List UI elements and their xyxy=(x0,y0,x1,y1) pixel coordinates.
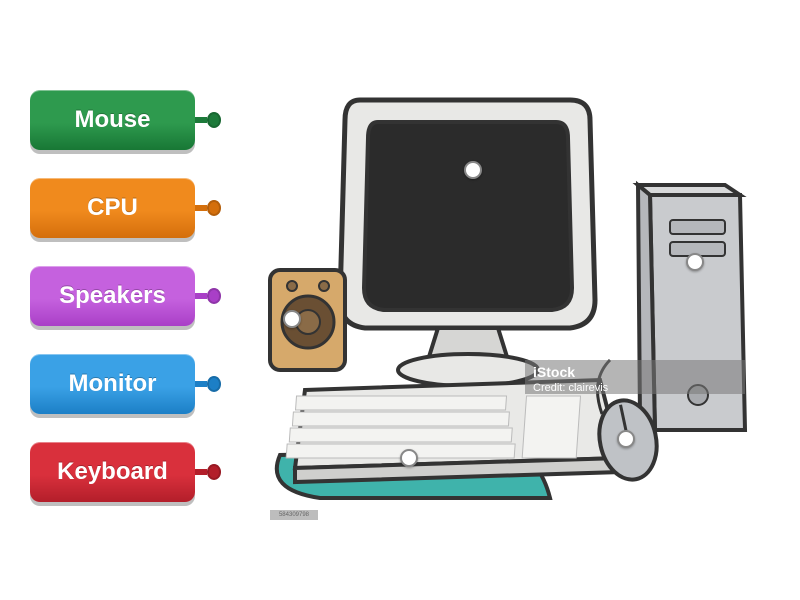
computer-diagram xyxy=(250,60,780,540)
label-text-monitor: Monitor xyxy=(69,370,157,398)
watermark-credit: Credit: clairevis xyxy=(533,381,737,395)
drop-target-speakers[interactable] xyxy=(283,310,301,328)
label-chip-monitor[interactable]: Monitor xyxy=(30,354,195,414)
label-text-cpu: CPU xyxy=(87,194,138,222)
connector-icon xyxy=(195,202,221,214)
drop-target-cpu[interactable] xyxy=(686,253,704,271)
label-chip-cpu[interactable]: CPU xyxy=(30,178,195,238)
drop-target-monitor[interactable] xyxy=(464,161,482,179)
watermark-brand: iStock xyxy=(533,363,737,381)
connector-icon xyxy=(195,466,221,478)
speaker-icon xyxy=(270,270,345,370)
label-text-mouse: Mouse xyxy=(74,106,150,134)
connector-icon xyxy=(195,114,221,126)
label-chip-keyboard[interactable]: Keyboard xyxy=(30,442,195,502)
drop-target-mouse[interactable] xyxy=(617,430,635,448)
label-text-keyboard: Keyboard xyxy=(57,458,168,486)
label-chip-speakers[interactable]: Speakers xyxy=(30,266,195,326)
label-chip-mouse[interactable]: Mouse xyxy=(30,90,195,150)
connector-icon xyxy=(195,378,221,390)
watermark-id: 584309798 xyxy=(270,510,318,520)
monitor-icon xyxy=(340,100,595,386)
label-panel: Mouse CPU Speakers Monitor Keyboard xyxy=(30,90,195,502)
stock-watermark: iStock Credit: clairevis xyxy=(525,360,745,394)
connector-icon xyxy=(195,290,221,302)
computer-illustration xyxy=(250,60,780,540)
label-text-speakers: Speakers xyxy=(59,282,166,310)
drop-target-keyboard[interactable] xyxy=(400,449,418,467)
